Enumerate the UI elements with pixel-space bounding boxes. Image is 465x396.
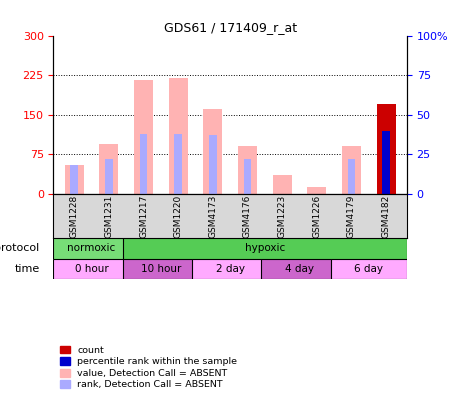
Bar (71, 165, 78, 194)
Text: GSM1231: GSM1231 (105, 194, 113, 238)
Text: hypoxic: hypoxic (245, 244, 285, 253)
Text: GSM1220: GSM1220 (174, 194, 183, 238)
Legend: count, percentile rank within the sample, value, Detection Call = ABSENT, rank, : count, percentile rank within the sample… (58, 344, 239, 391)
Text: GSM4176: GSM4176 (243, 194, 252, 238)
Text: time: time (14, 264, 40, 274)
Bar (192, 259, 268, 279)
Bar (382, 131, 390, 194)
Bar (342, 147, 361, 194)
Bar (174, 134, 182, 194)
Bar (105, 159, 113, 194)
Text: GSM4182: GSM4182 (382, 194, 391, 238)
Bar (65, 165, 84, 194)
Bar (203, 109, 222, 194)
Bar (244, 159, 251, 194)
Bar (53, 238, 130, 259)
Bar (377, 104, 396, 194)
Text: GSM1228: GSM1228 (70, 194, 79, 238)
Bar (100, 144, 119, 194)
Text: normoxic: normoxic (67, 244, 116, 253)
Bar (348, 159, 355, 194)
Bar (261, 259, 338, 279)
Bar (140, 134, 147, 194)
Bar (53, 259, 130, 279)
Text: 0 hour: 0 hour (75, 264, 108, 274)
Text: GSM1223: GSM1223 (278, 194, 286, 238)
Text: GSM4179: GSM4179 (347, 194, 356, 238)
Text: 4 day: 4 day (285, 264, 314, 274)
Text: 6 day: 6 day (354, 264, 383, 274)
Bar (238, 147, 257, 194)
Bar (123, 259, 199, 279)
Bar (209, 135, 217, 194)
Bar (123, 238, 407, 259)
Bar (169, 78, 188, 194)
Bar (272, 175, 292, 194)
Text: 2 day: 2 day (216, 264, 245, 274)
Bar (134, 80, 153, 194)
Text: GSM1226: GSM1226 (312, 194, 321, 238)
Text: GSM4173: GSM4173 (208, 194, 217, 238)
Bar (307, 187, 326, 194)
Text: protocol: protocol (0, 244, 40, 253)
Bar (331, 259, 407, 279)
Title: GDS61 / 171409_r_at: GDS61 / 171409_r_at (164, 21, 297, 34)
Text: GSM1217: GSM1217 (139, 194, 148, 238)
Text: 10 hour: 10 hour (141, 264, 181, 274)
